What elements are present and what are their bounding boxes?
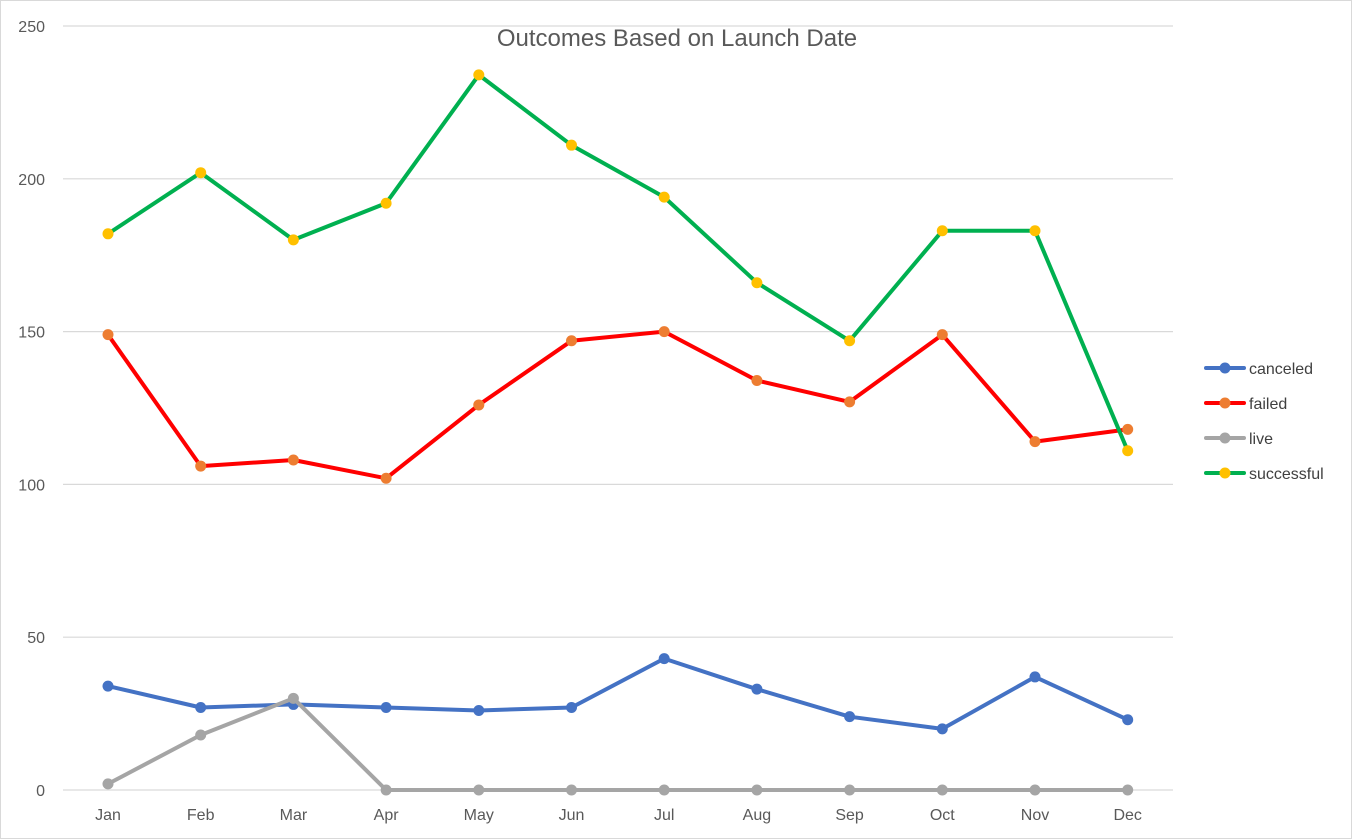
data-point-failed [380,472,392,484]
data-point-failed [844,396,856,408]
data-point-successful [936,225,948,237]
legend-item-canceled: canceled [1204,361,1313,378]
data-point-successful [102,228,114,240]
y-tick-label: 0 [36,783,45,800]
data-point-successful [844,335,856,347]
y-tick-label: 50 [27,630,45,647]
series-layer [102,69,1134,796]
data-point-live [195,729,207,741]
data-point-failed [936,329,948,341]
series-line-live [106,696,1130,792]
y-tick-label: 200 [18,172,45,189]
data-point-failed [287,454,299,466]
x-tick-label: Jul [654,807,674,824]
data-point-live [380,784,392,796]
data-point-successful [566,139,577,151]
data-point-live [473,784,485,796]
series-failed [102,326,1134,484]
series-line-successful [106,72,1130,453]
data-point-canceled [473,705,485,717]
data-point-live [844,784,856,796]
data-point-failed [566,335,577,347]
x-tick-label: May [464,807,494,824]
legend-label: failed [1249,396,1287,413]
data-point-failed [658,326,670,338]
data-point-canceled [844,711,856,723]
legend-marker [1219,362,1231,374]
series-line-failed [106,329,1130,481]
data-point-failed [1029,436,1041,448]
data-point-live [102,778,114,790]
data-point-successful [287,234,299,246]
data-point-canceled [566,701,577,713]
data-point-live [1122,784,1134,796]
series-successful [102,69,1134,457]
legend-marker [1219,397,1231,409]
x-tick-label: Feb [187,807,215,824]
x-axis-ticks: Jan Feb Mar Apr May Jun Jul Aug Sep Oct Nov Dec [95,807,1142,824]
legend-item-failed: failed [1204,396,1287,413]
data-point-failed [751,374,763,386]
legend-label: canceled [1249,361,1313,378]
legend-label: successful [1249,466,1324,483]
data-point-canceled [751,683,763,695]
legend-item-live: live [1204,431,1273,448]
legend-marker [1219,432,1231,444]
data-point-successful [658,191,670,203]
data-point-successful [751,277,763,289]
data-point-canceled [936,723,948,735]
y-tick-label: 150 [18,325,45,342]
data-point-live [751,784,763,796]
data-point-live [1029,784,1041,796]
data-point-successful [195,167,207,179]
x-tick-label: Nov [1021,807,1049,824]
data-point-failed [473,399,485,411]
data-point-canceled [1122,714,1134,726]
data-point-live [658,784,670,796]
x-tick-label: Dec [1113,807,1141,824]
y-axis-ticks: 0 50 100 150 200 250 [18,19,45,800]
data-point-canceled [102,680,114,692]
x-tick-label: Aug [743,807,771,824]
chart-title: Outcomes Based on Launch Date [497,25,857,52]
data-point-successful [1122,445,1134,457]
data-point-canceled [1029,671,1041,683]
data-point-successful [380,197,392,209]
data-point-canceled [195,701,207,713]
x-tick-label: Mar [280,807,308,824]
x-tick-label: Oct [930,807,955,824]
series-line-canceled [106,656,1130,731]
x-tick-label: Jun [559,807,585,824]
legend-label: live [1249,431,1273,448]
y-tick-label: 100 [18,477,45,494]
data-point-live [287,692,299,704]
x-tick-label: Jan [95,807,121,824]
data-point-failed [102,329,114,341]
x-tick-label: Apr [374,807,400,824]
legend-marker [1219,467,1231,479]
data-point-successful [1029,225,1041,237]
data-point-live [566,784,577,796]
data-point-live [936,784,948,796]
legend: canceled failed live successful [1204,361,1324,483]
series-live [102,692,1134,796]
data-point-canceled [380,701,392,713]
data-point-failed [195,460,207,472]
data-point-failed [1122,423,1134,435]
data-point-canceled [658,653,670,665]
data-point-successful [473,69,485,81]
x-tick-label: Sep [835,807,864,824]
y-tick-label: 250 [18,19,45,36]
legend-item-successful: successful [1204,466,1324,483]
series-canceled [102,653,1134,735]
